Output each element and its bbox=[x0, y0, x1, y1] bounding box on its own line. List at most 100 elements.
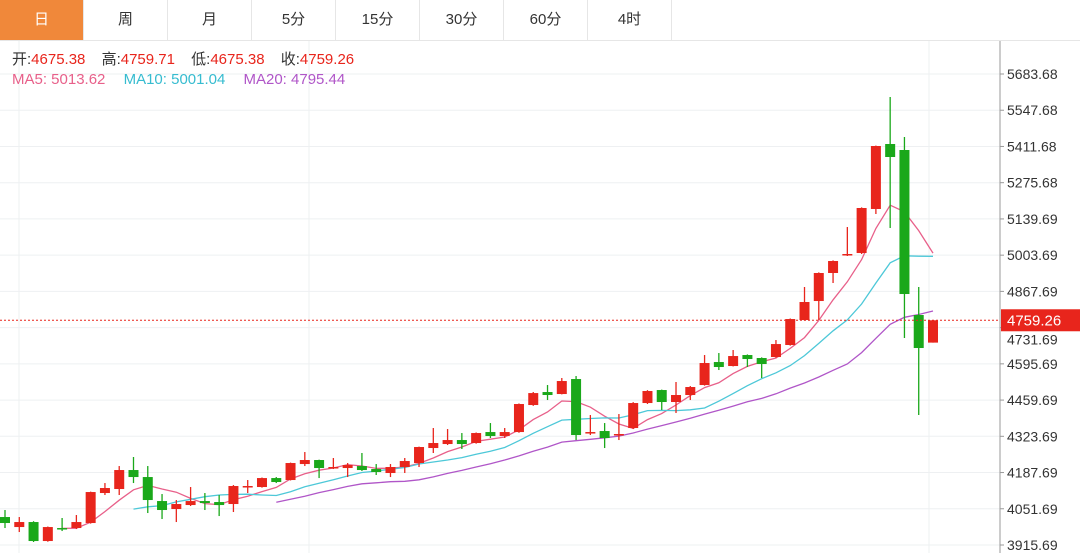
candle-up bbox=[671, 395, 682, 403]
high-label: 高: bbox=[101, 51, 121, 68]
y-tick-label: 5139.69 bbox=[1007, 211, 1058, 227]
ma10-value: MA10: 5001.04 bbox=[123, 71, 226, 88]
candle-up bbox=[770, 344, 781, 358]
tab-0[interactable]: 日 bbox=[0, 0, 84, 40]
candle-up bbox=[928, 320, 938, 343]
candle-down bbox=[742, 355, 753, 360]
candle-up bbox=[414, 447, 425, 464]
last-price-box bbox=[1001, 309, 1080, 332]
candle-up bbox=[828, 261, 839, 273]
candle-up bbox=[642, 391, 653, 404]
y-tick-label: 4187.69 bbox=[1007, 465, 1058, 481]
candle-up bbox=[528, 393, 539, 406]
candle-up bbox=[285, 463, 296, 481]
ma10-line bbox=[133, 255, 934, 510]
tab-2[interactable]: 月 bbox=[168, 0, 252, 40]
y-tick-label: 5683.68 bbox=[1007, 66, 1058, 82]
candle-down bbox=[756, 358, 767, 365]
ohlc-row: 开:4675.38 高:4759.71 低:4675.38 收:4759.26 bbox=[12, 50, 366, 70]
y-tick-label: 5275.68 bbox=[1007, 175, 1058, 191]
candle-up bbox=[685, 387, 696, 396]
candle-down bbox=[142, 477, 153, 501]
y-tick-label: 4595.69 bbox=[1007, 356, 1058, 372]
candle-down bbox=[128, 470, 139, 478]
period-tabs: 日周月 5分 15分 30分 60分 4时 bbox=[0, 0, 1080, 41]
close-value: 4759.26 bbox=[299, 51, 355, 68]
candle-down bbox=[314, 460, 325, 469]
ma-row: MA5: 5013.62 MA10: 5001.04 MA20: 4795.44 bbox=[12, 70, 366, 90]
ma5-line bbox=[62, 204, 934, 530]
candle-up bbox=[256, 478, 267, 488]
candle-down bbox=[199, 501, 210, 504]
candle-up bbox=[428, 443, 439, 449]
candle-down bbox=[542, 392, 553, 396]
y-tick-label: 3915.69 bbox=[1007, 537, 1058, 553]
ma5-value: MA5: 5013.62 bbox=[12, 71, 106, 88]
candle-down bbox=[571, 379, 582, 436]
candle-down bbox=[599, 431, 610, 439]
candle-down bbox=[28, 522, 39, 542]
tab-4[interactable]: 15分 bbox=[336, 0, 420, 40]
candle-up bbox=[14, 522, 25, 528]
candle-up bbox=[71, 522, 82, 529]
candle-up bbox=[85, 492, 96, 524]
y-tick-label: 4867.69 bbox=[1007, 283, 1058, 299]
ma20-line bbox=[276, 310, 934, 503]
candle-up bbox=[842, 254, 853, 256]
y-tick-label: 5547.68 bbox=[1007, 102, 1058, 118]
y-tick-label: 4731.69 bbox=[1007, 331, 1058, 347]
candle-up bbox=[856, 207, 867, 254]
y-tick-label: 4459.69 bbox=[1007, 392, 1058, 408]
tab-6[interactable]: 60分 bbox=[504, 0, 588, 40]
candle-down bbox=[57, 528, 68, 530]
low-label: 低: bbox=[191, 51, 211, 68]
open-label: 开: bbox=[12, 51, 32, 68]
candle-up bbox=[114, 470, 125, 490]
candle-down bbox=[371, 469, 382, 473]
candle-up bbox=[870, 146, 881, 209]
candle-up bbox=[228, 486, 239, 505]
close-label: 收: bbox=[280, 51, 300, 68]
candle-down bbox=[271, 478, 282, 483]
candle-up bbox=[385, 467, 396, 474]
candle-down bbox=[713, 362, 724, 368]
candle-up bbox=[242, 486, 253, 488]
candle-up bbox=[499, 432, 510, 437]
candle-up bbox=[556, 381, 567, 395]
candle-down bbox=[214, 502, 225, 506]
candle-down bbox=[913, 315, 924, 349]
candle-up bbox=[471, 433, 482, 444]
candle-up bbox=[585, 432, 596, 434]
candle-down bbox=[456, 440, 467, 445]
candle-down bbox=[157, 501, 168, 511]
candle-up bbox=[185, 501, 196, 506]
low-value: 4675.38 bbox=[210, 51, 265, 68]
candle-down bbox=[656, 390, 667, 403]
high-value: 4759.71 bbox=[120, 51, 175, 68]
candle-down bbox=[356, 466, 367, 471]
candle-down bbox=[885, 144, 896, 158]
candle-up bbox=[399, 461, 410, 468]
y-tick-label: 5411.68 bbox=[1007, 138, 1057, 154]
candle-up bbox=[513, 404, 524, 433]
y-tick-label: 5003.69 bbox=[1007, 247, 1058, 263]
y-tick-label: 4051.69 bbox=[1007, 501, 1058, 517]
tab-1[interactable]: 周 bbox=[84, 0, 168, 40]
y-tick-label: 4323.69 bbox=[1007, 428, 1058, 444]
candle-up bbox=[342, 465, 353, 469]
candle-up bbox=[328, 467, 339, 469]
candle-down bbox=[899, 149, 910, 295]
ma20-value: MA20: 4795.44 bbox=[243, 71, 346, 88]
candle-up bbox=[728, 356, 739, 367]
candle-down bbox=[0, 517, 10, 524]
candle-up bbox=[699, 363, 710, 386]
candle-up bbox=[299, 460, 310, 465]
candle-up bbox=[785, 319, 796, 346]
candle-up bbox=[171, 504, 182, 510]
tab-3[interactable]: 5分 bbox=[252, 0, 336, 40]
candle-up bbox=[42, 527, 53, 542]
tab-5[interactable]: 30分 bbox=[420, 0, 504, 40]
candle-down bbox=[485, 432, 496, 437]
tab-7[interactable]: 4时 bbox=[588, 0, 672, 40]
